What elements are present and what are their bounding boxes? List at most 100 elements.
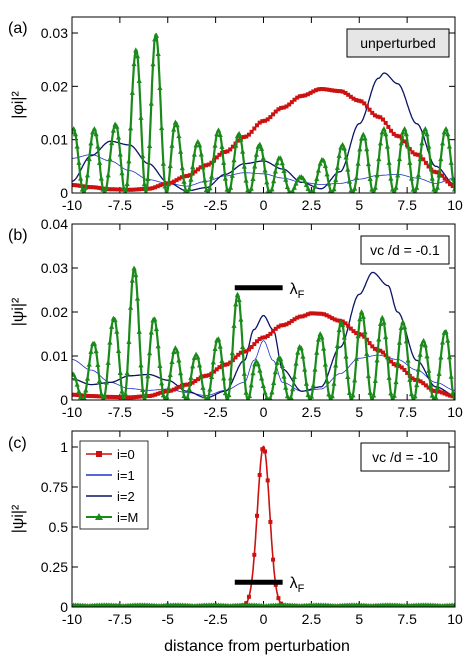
point-marker — [212, 142, 218, 148]
point-marker — [448, 393, 453, 398]
point-marker — [230, 144, 235, 149]
point-marker — [345, 374, 351, 380]
point-marker — [330, 88, 335, 93]
point-marker — [110, 394, 115, 399]
point-marker — [367, 341, 372, 346]
point-marker — [185, 382, 190, 387]
point-marker — [128, 187, 133, 192]
point-marker — [372, 189, 376, 193]
point-marker — [446, 143, 453, 149]
x-tick-label: 5 — [355, 197, 363, 213]
point-marker — [72, 131, 79, 137]
point-marker — [153, 185, 158, 190]
point-marker — [333, 177, 339, 183]
point-marker — [131, 187, 136, 192]
x-tick-label: -2.5 — [204, 404, 228, 420]
point-marker — [413, 377, 418, 382]
point-marker — [326, 180, 332, 186]
point-marker — [407, 147, 412, 152]
point-marker — [155, 391, 160, 396]
point-marker — [338, 318, 343, 323]
point-marker — [396, 339, 403, 345]
point-marker — [155, 343, 161, 349]
point-marker — [391, 362, 396, 367]
y-tick-label: 0.75 — [41, 479, 68, 495]
point-marker — [184, 394, 191, 400]
point-marker — [439, 339, 446, 345]
point-marker — [400, 319, 406, 325]
point-marker — [107, 394, 112, 399]
point-marker — [217, 152, 222, 157]
point-marker — [316, 87, 321, 92]
point-marker — [268, 115, 273, 120]
point-marker — [450, 175, 455, 181]
point-marker — [372, 346, 377, 351]
point-marker — [196, 377, 201, 382]
point-marker — [176, 133, 182, 139]
x-tick-label: 0 — [260, 197, 268, 213]
point-marker — [88, 348, 94, 354]
point-marker — [209, 374, 215, 380]
point-marker — [200, 384, 206, 390]
point-marker — [394, 133, 399, 138]
point-marker — [109, 140, 115, 146]
point-marker — [419, 140, 425, 146]
point-marker — [243, 389, 249, 395]
point-marker — [228, 360, 233, 365]
point-marker — [303, 93, 308, 98]
point-marker — [146, 350, 153, 356]
point-marker — [214, 155, 219, 160]
point-marker — [341, 145, 347, 151]
point-marker — [117, 370, 123, 376]
point-marker — [124, 370, 130, 376]
point-marker — [196, 362, 203, 368]
point-marker — [204, 163, 209, 168]
point-marker — [353, 355, 359, 361]
point-marker — [88, 185, 93, 190]
point-marker — [411, 396, 415, 400]
point-marker — [405, 370, 410, 375]
point-marker — [188, 374, 194, 380]
point-marker — [86, 393, 91, 398]
point-marker — [315, 336, 322, 342]
point-marker — [202, 393, 208, 399]
point-marker — [426, 367, 432, 373]
point-marker — [228, 147, 233, 152]
point-marker — [139, 394, 144, 399]
point-marker — [222, 362, 227, 367]
x-tick-label: -2.5 — [204, 611, 228, 627]
point-marker — [391, 131, 396, 136]
point-marker — [272, 369, 278, 375]
point-marker — [203, 187, 210, 193]
point-marker — [372, 184, 378, 190]
y-tick-label: 0.01 — [41, 132, 68, 148]
point-marker — [389, 359, 394, 364]
point-marker — [186, 186, 192, 192]
point-marker — [75, 183, 80, 188]
point-marker — [119, 388, 125, 394]
point-marker — [338, 144, 344, 150]
point-marker — [297, 94, 302, 99]
point-marker — [276, 324, 281, 329]
point-marker — [348, 326, 353, 331]
point-marker — [169, 358, 175, 364]
point-marker — [383, 353, 388, 358]
point-marker — [298, 345, 304, 351]
point-marker — [221, 159, 227, 165]
point-marker — [378, 115, 383, 120]
point-marker — [314, 349, 320, 355]
legend-marker — [95, 513, 103, 520]
point-marker — [371, 392, 377, 398]
point-marker — [72, 392, 77, 397]
point-marker — [167, 163, 173, 169]
point-marker — [229, 350, 235, 356]
point-marker — [258, 145, 265, 151]
point-marker — [386, 374, 392, 380]
point-marker — [271, 380, 277, 386]
point-marker — [332, 88, 337, 93]
point-marker — [139, 187, 144, 192]
legend-label: i=0 — [117, 447, 135, 462]
point-marker — [370, 344, 375, 349]
point-marker — [250, 175, 256, 181]
point-marker — [227, 189, 231, 193]
